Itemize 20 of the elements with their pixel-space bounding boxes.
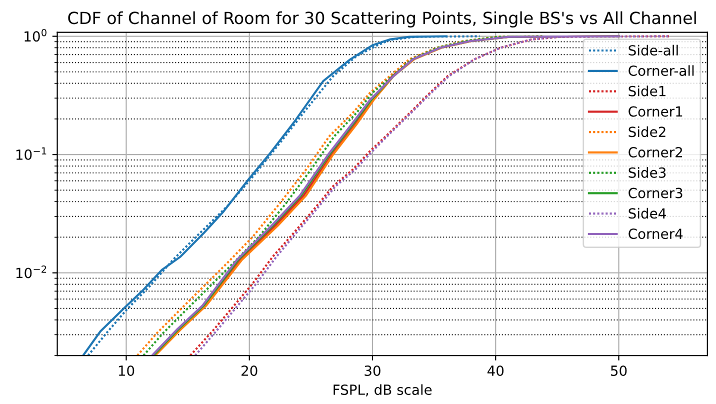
legend-label: Corner1 bbox=[628, 106, 682, 117]
legend-label: Side2 bbox=[628, 126, 666, 138]
x-tick-label: 40 bbox=[487, 365, 504, 376]
legend-label: Corner2 bbox=[628, 146, 682, 158]
y-tick-label: 10$^{−2}$ bbox=[16, 265, 46, 278]
x-axis-title: FSPL, dB scale bbox=[334, 384, 432, 396]
legend-label: Side1 bbox=[628, 86, 666, 96]
x-tick-label: 10 bbox=[118, 365, 134, 376]
y-tick-label: 10$^{0}$ bbox=[24, 28, 46, 42]
legend-label: Side-all bbox=[628, 44, 678, 56]
x-tick-label: 20 bbox=[242, 365, 258, 376]
legend-label: Corner-all bbox=[628, 65, 694, 76]
x-tick-label: 50 bbox=[610, 365, 627, 376]
legend-label: Corner3 bbox=[628, 188, 682, 198]
x-tick-label: 30 bbox=[364, 365, 380, 376]
legend-label: Side4 bbox=[628, 208, 666, 219]
y-tick-label: 10$^{−1}$ bbox=[16, 147, 46, 160]
legend-label: Corner4 bbox=[628, 228, 683, 240]
chart-title: CDF of Channel of Room for 30 Scattering Points, Single BS's vs All Channel bbox=[68, 11, 696, 28]
legend-label: Side3 bbox=[628, 167, 666, 178]
